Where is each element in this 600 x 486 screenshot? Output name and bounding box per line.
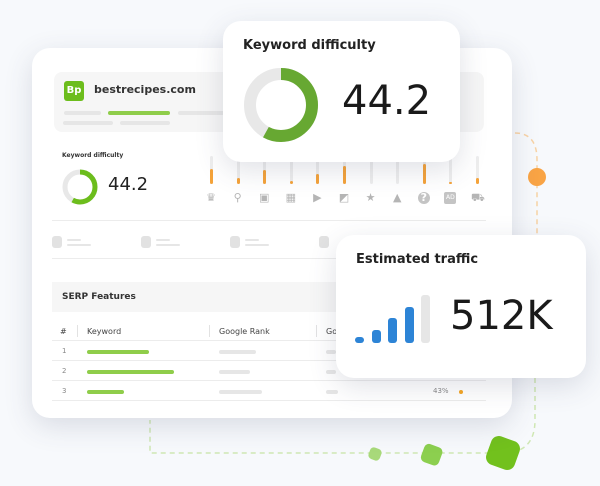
question-icon[interactable]: ? xyxy=(417,192,430,204)
site-domain[interactable]: bestrecipes.com xyxy=(94,83,196,96)
row-percent: 43% xyxy=(433,387,449,395)
status-dot-icon xyxy=(459,390,463,394)
serp-feature-bar xyxy=(343,156,346,184)
orange-node-icon xyxy=(528,168,546,186)
serp-feature-bar xyxy=(236,156,240,184)
green-node-large-icon xyxy=(486,436,520,470)
map-pin-icon[interactable]: ⚲ xyxy=(233,191,242,204)
serp-feature-bar xyxy=(422,156,426,184)
serp-feature-bar xyxy=(210,156,213,184)
graduation-cap-icon[interactable]: ▲ xyxy=(392,191,402,204)
col-num: # xyxy=(60,327,67,336)
video-play-icon[interactable]: ▶ xyxy=(313,191,322,204)
serp-feature-bar xyxy=(476,156,479,184)
col-other[interactable]: Go xyxy=(326,327,338,336)
kd-small-gauge xyxy=(62,169,98,205)
serp-feature-bar xyxy=(289,156,293,184)
green-node-small-icon xyxy=(368,447,382,461)
row-number: 2 xyxy=(62,367,67,375)
traffic-card-title: Estimated traffic xyxy=(356,252,479,267)
row-number: 3 xyxy=(62,387,67,395)
col-keyword[interactable]: Keyword xyxy=(87,327,122,336)
kd-card-value: 44.2 xyxy=(342,78,432,124)
kd-card-title: Keyword difficulty xyxy=(243,38,376,53)
crown-icon[interactable]: ♛ xyxy=(206,191,216,204)
serp-feature-bar xyxy=(263,156,267,184)
keyword-difficulty-card: Keyword difficulty 44.2 xyxy=(223,21,460,162)
kd-gauge xyxy=(243,67,319,147)
serp-title: SERP Features xyxy=(62,292,136,302)
kd-small-label: Keyword difficulty xyxy=(62,152,124,159)
shopping-cart-icon[interactable]: ⛟ xyxy=(471,191,485,204)
image-icon[interactable]: ▣ xyxy=(258,191,270,204)
star-icon[interactable]: ★ xyxy=(365,191,376,204)
traffic-bar xyxy=(355,337,364,343)
serp-feature-bar xyxy=(369,156,373,184)
traffic-bars xyxy=(355,295,435,343)
serp-feature-bar xyxy=(449,156,453,184)
traffic-bar xyxy=(421,295,430,343)
traffic-bar xyxy=(404,307,414,343)
traffic-bar xyxy=(371,330,381,343)
site-logo: Bp xyxy=(64,81,84,101)
col-google-rank[interactable]: Google Rank xyxy=(219,327,270,336)
serp-feature-bar xyxy=(316,156,320,184)
featured-snippet-icon[interactable]: ◩ xyxy=(338,191,350,204)
serp-feature-bar xyxy=(396,156,400,184)
calendar-icon[interactable]: ▦ xyxy=(285,191,296,204)
traffic-bar xyxy=(388,318,397,343)
kd-small-value: 44.2 xyxy=(108,174,149,195)
green-node-medium-icon xyxy=(420,443,443,466)
traffic-card-value: 512K xyxy=(450,293,553,339)
ad-icon[interactable]: AD xyxy=(444,192,457,204)
estimated-traffic-card: Estimated traffic 512K xyxy=(336,235,586,378)
row-number: 1 xyxy=(62,347,67,355)
